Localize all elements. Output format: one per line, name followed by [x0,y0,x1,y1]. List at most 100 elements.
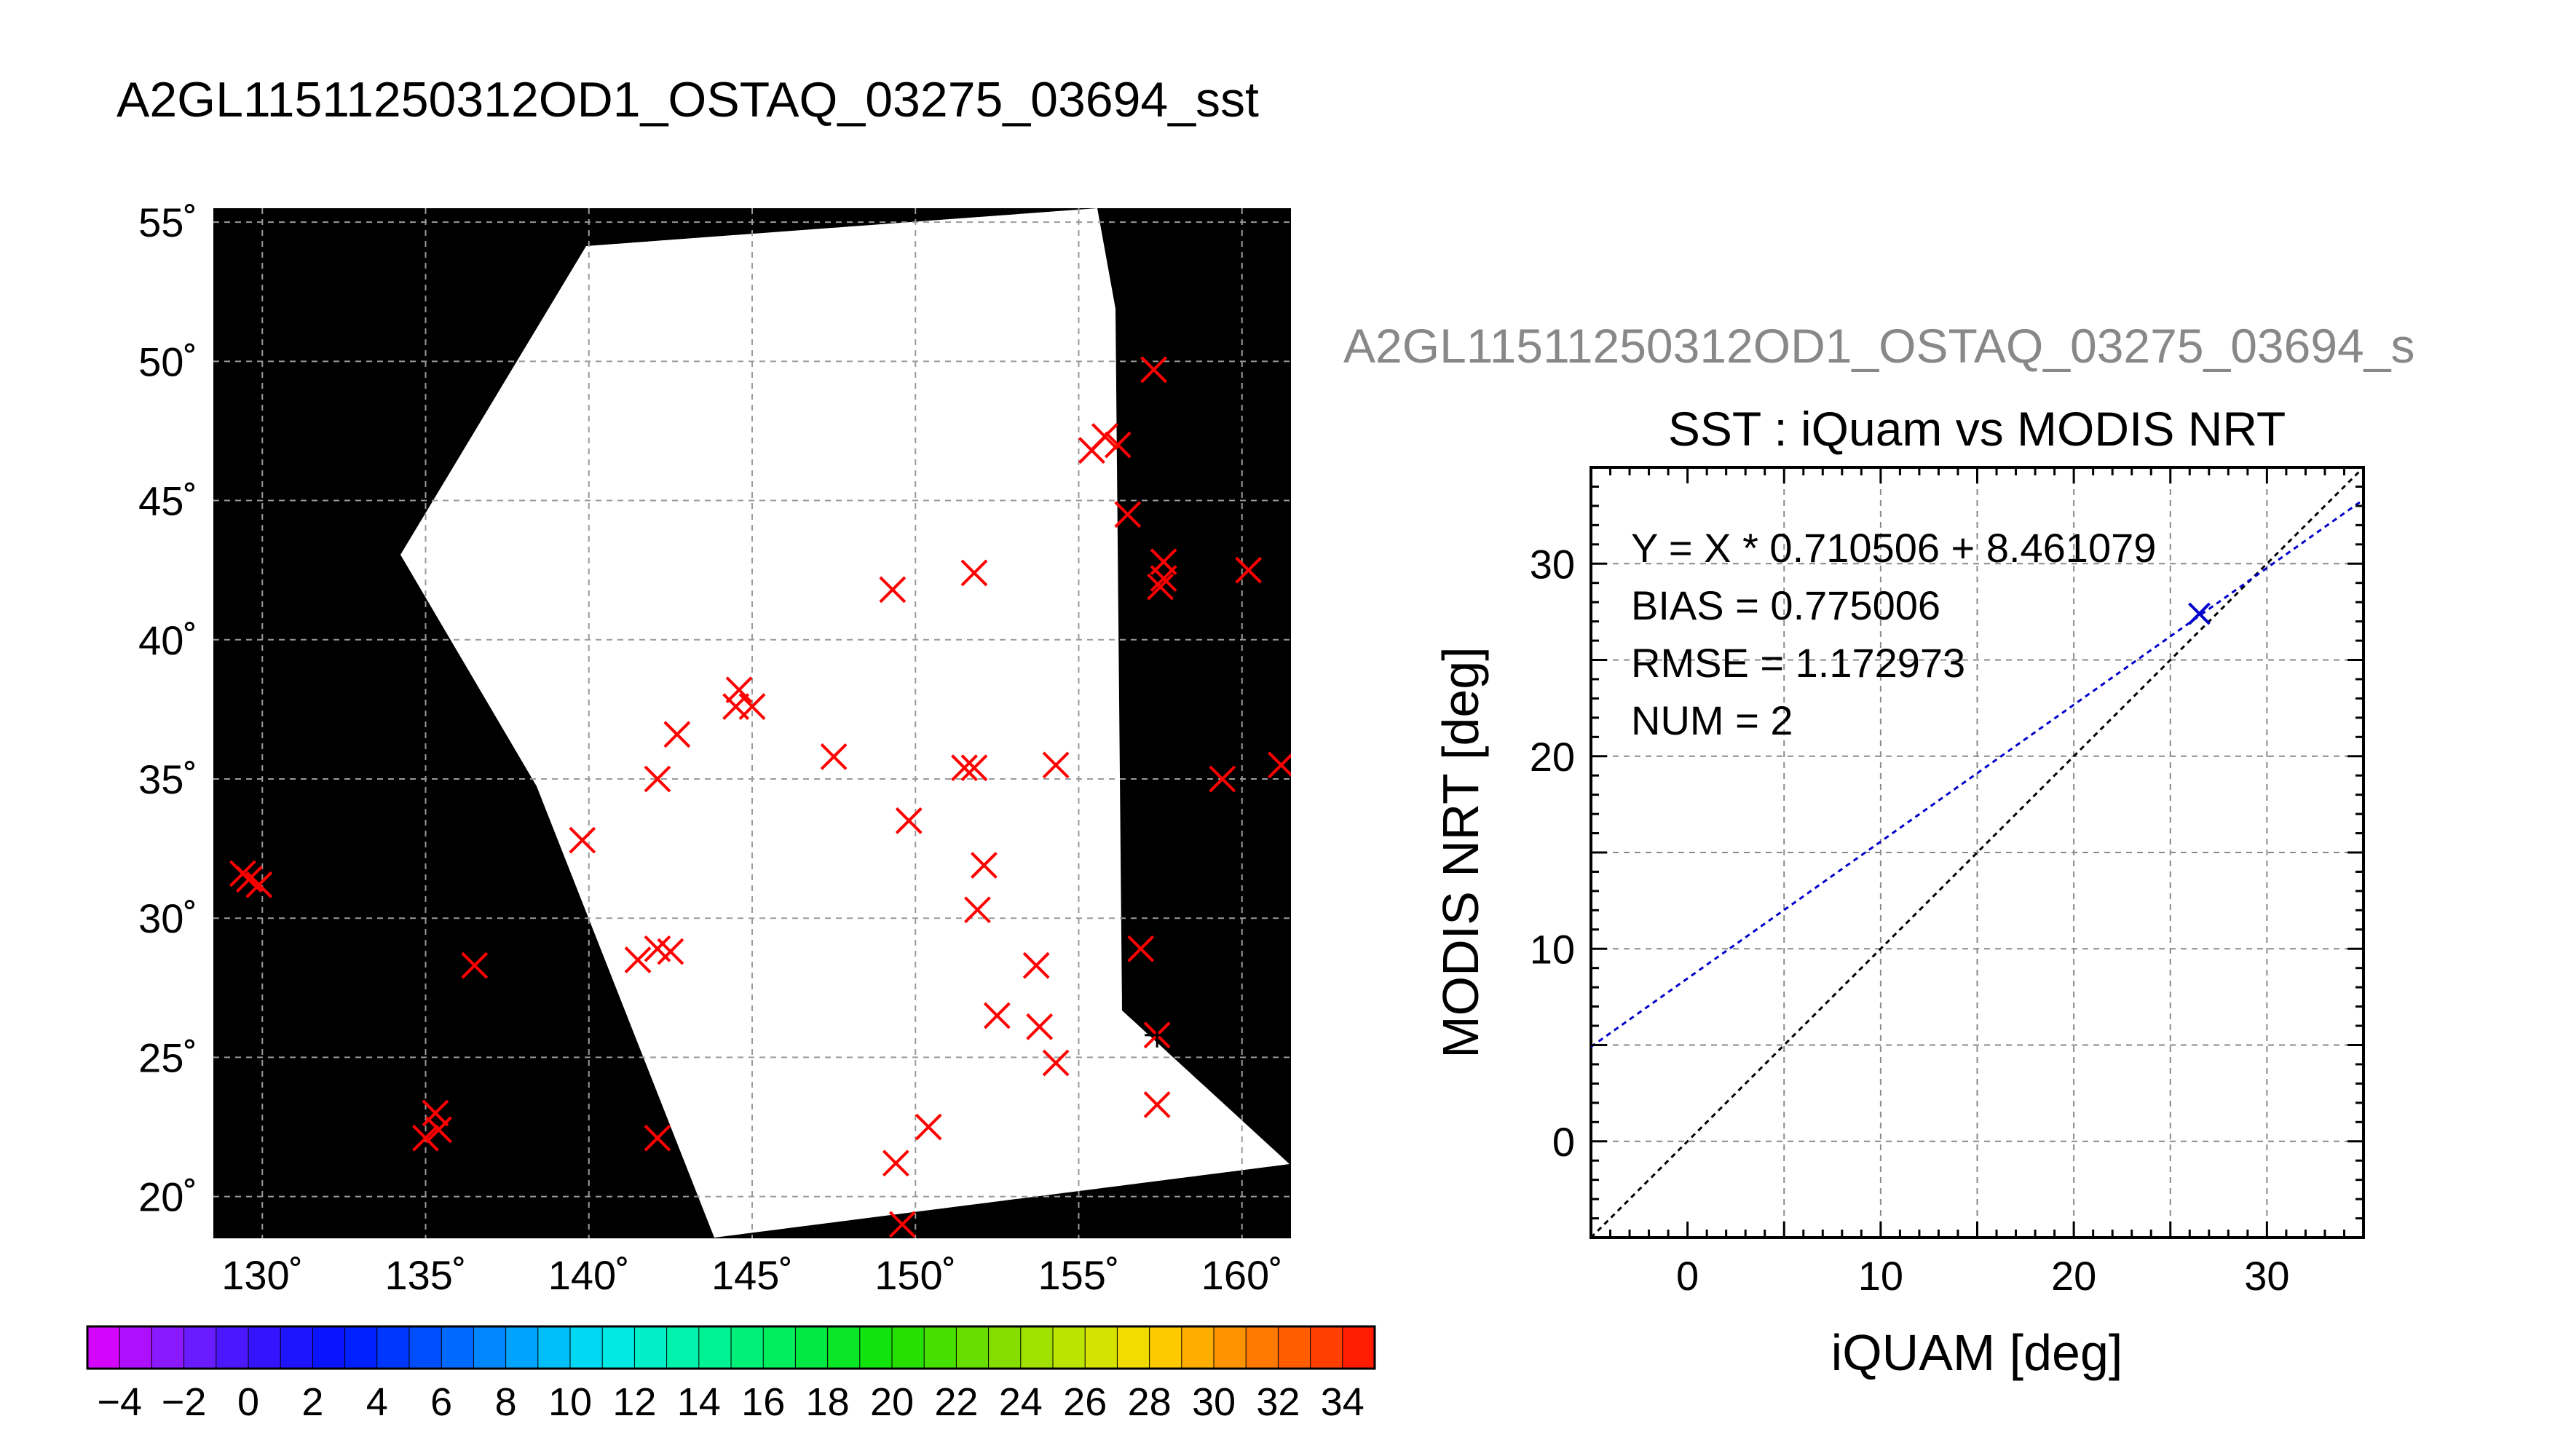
latitude-tick-label: 50˚ [138,339,197,384]
longitude-tick-label: 140˚ [548,1252,630,1298]
colorbar-tick-label: 14 [677,1380,721,1424]
station-marker [888,1211,916,1238]
station-marker [964,896,991,924]
highlight-station-marker [1145,1022,1170,1048]
station-marker [1042,1049,1070,1077]
latitude-tick-label: 20˚ [138,1174,197,1220]
x-axis-tick-labels: 0 10 20 30 [1676,1253,2289,1299]
y-tick-label: 30 [1530,541,1575,587]
station-marker [879,576,907,604]
station-marker [624,946,652,973]
colorbar-segment [827,1326,861,1369]
stats-block: Y = X * 0.710506 + 8.461079 BIAS = 0.775… [1631,525,2156,743]
colorbar-tick-label: 30 [1192,1380,1236,1424]
station-marker [1114,501,1142,529]
sst-patch-north [586,208,1114,466]
station-marker [1150,565,1177,593]
colorbar-segment [408,1326,443,1369]
scatter-point [2188,602,2211,625]
colorbar-segment [1277,1326,1311,1369]
colorbar-segment [1020,1326,1054,1369]
stats-bias: BIAS = 0.775006 [1631,582,1940,628]
colorbar-segment [119,1326,153,1369]
station-marker [644,765,671,793]
longitude-tick-label: 160˚ [1201,1252,1283,1298]
longitude-tick-label: 145˚ [711,1252,793,1298]
station-marker [245,871,273,898]
sst-patch-tropical-hot [699,1107,947,1238]
colorbar-segment [923,1326,957,1369]
station-marker [895,807,923,834]
colorbar-tick-label: 12 [612,1380,656,1424]
longitude-tick-label: 155˚ [1038,1252,1119,1298]
station-marker [1022,951,1050,979]
station-marker [644,1124,671,1152]
sst-map: 130˚ 135˚ 140˚ 145˚ 150˚ 155˚ 160˚ 20˚ 25˚ 30˚ 35… [138,199,1291,1298]
map-gridlines [213,208,1291,1238]
station-marker [971,852,998,879]
colorbar-tick-labels: −4 −2 0 2 4 6 8 10 12 14 16 18 20 22 24 26 28 30 32 34 [97,1380,1364,1424]
y-tick-label: 20 [1530,734,1575,780]
scatter-overtitle: A2GL11511250312OD1_OSTAQ_03275_03694_s [1343,319,2414,373]
station-marker [1235,556,1263,584]
colorbar-tick-label: 10 [548,1380,592,1424]
colorbar-tick-label: 0 [237,1380,259,1424]
colorbar-segment [537,1326,571,1369]
station-marker [657,938,684,965]
sst-patch-southwest [568,830,714,946]
identity-line [1591,467,2364,1238]
colorbar-segment [280,1326,314,1369]
scatter-points [2188,602,2211,625]
sst-field [400,208,1290,1238]
colorbar-segment [859,1326,893,1369]
station-marker [425,1116,452,1144]
station-marker [820,743,848,770]
station-marker [1143,1091,1171,1118]
colorbar-tick-label: 24 [999,1380,1043,1424]
colorbar-segment [569,1326,604,1369]
colorbar-segment [698,1326,732,1369]
colorbar-segment [794,1326,829,1369]
regression-line [1591,498,2364,1048]
colorbar-frame [86,1325,1376,1370]
colorbar-tick-label: 22 [934,1380,978,1424]
station-marker [1026,1013,1054,1040]
longitude-tick-label: 135˚ [384,1252,466,1298]
colorbar-segment [473,1326,507,1369]
x-tick-label: 20 [2051,1253,2096,1299]
y-tick-label: 0 [1552,1119,1575,1165]
colorbar-segment [183,1326,217,1369]
colorbar-segment [1052,1326,1086,1369]
sst-patch-mid [801,641,990,743]
station-marker [1268,751,1291,779]
latitude-tick-label: 25˚ [138,1034,197,1080]
colorbar-segment [151,1326,185,1369]
station-marker [412,1124,439,1152]
colorbar-segment [666,1326,700,1369]
colorbar-segment [601,1326,636,1369]
x-tick-label: 0 [1676,1253,1699,1299]
colorbar-segment [762,1326,797,1369]
latitude-tick-label: 55˚ [138,199,197,245]
station-marker [725,676,753,704]
colorbar-segment [1181,1326,1215,1369]
station-marker [738,693,766,720]
x-tick-label: 10 [1858,1253,1903,1299]
colorbar-segment [1084,1326,1118,1369]
latitude-axis-labels: 20˚ 25˚ 30˚ 35˚ 40˚ 45˚ 50˚ 55˚ [138,199,197,1220]
sst-patch-okhotsk-east [837,313,1107,510]
stats-rmse: RMSE = 1.172973 [1631,640,1965,686]
station-marker [569,826,596,854]
stats-fit-equation: Y = X * 0.710506 + 8.461079 [1631,525,2156,571]
colorbar-tick-label: 28 [1128,1380,1172,1424]
colorbar-tick-label: 6 [430,1380,452,1424]
station-marker [960,559,988,587]
colorbar-tick-label: 32 [1256,1380,1300,1424]
latitude-tick-label: 30˚ [138,895,197,941]
scatter-title: SST : iQuam vs MODIS NRT [1668,402,2286,456]
colorbar-tick-label: 34 [1321,1380,1365,1424]
colorbar-segments [87,1326,1376,1369]
colorbar-tick-label: 8 [495,1380,517,1424]
colorbar-segment [505,1326,539,1369]
